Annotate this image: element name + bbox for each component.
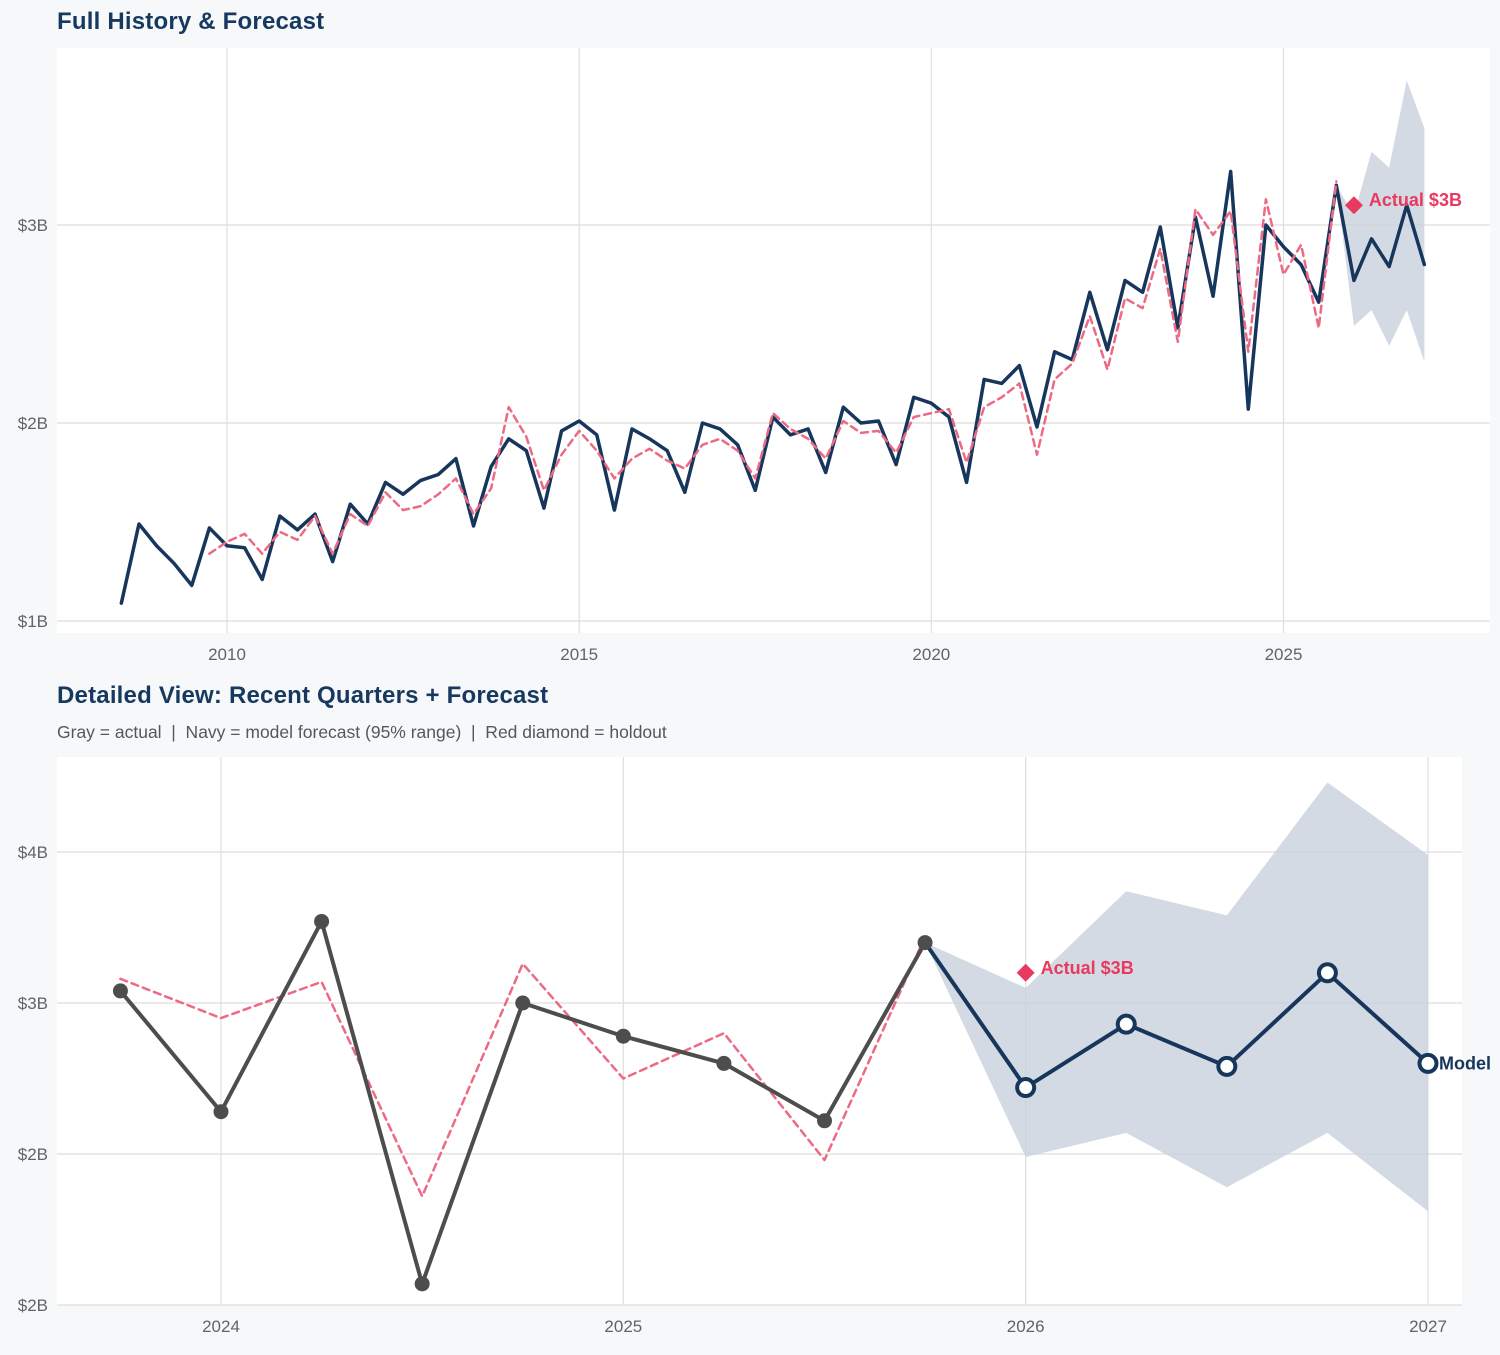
y-tick-label: $1B <box>18 612 48 631</box>
y-tick-label: $3B <box>18 216 48 235</box>
actual-point <box>213 1104 229 1120</box>
holdout-diamond-icon <box>1016 963 1035 982</box>
full-history-chart-svg: Actual $3B $3B $2B $1B 2010 2015 2020 2025 <box>18 48 1490 664</box>
detailed-view-chart: Model Actual $3B $4B $3B $2B $2B 2024 2025 2026 2… <box>0 680 1500 1350</box>
detailed-view-chart-title: Detailed View: Recent Quarters + Forecas… <box>57 682 549 709</box>
forecast-line <box>923 940 1430 1090</box>
full-history-chart: Actual $3B $3B $2B $1B 2010 2015 2020 2025 <box>18 48 1490 664</box>
x-tick-label: 2025 <box>604 1317 642 1336</box>
plot-area <box>57 48 1490 633</box>
holdout-annotation-label: Actual $3B <box>1041 958 1134 978</box>
x-tick-label: 2015 <box>560 645 598 664</box>
fitted-line <box>208 180 1338 555</box>
y-tick-label: $3B <box>18 994 48 1013</box>
forecast-confidence-band <box>1336 80 1425 362</box>
holdout-diamond-icon <box>1344 196 1363 215</box>
detailed-view-chart-legend-subtitle: Gray = actual | Navy = model forecast (9… <box>57 722 667 742</box>
full-history-chart-title: Full History & Forecast <box>57 8 325 35</box>
detailed-view-chart-svg: Model Actual $3B $4B $3B $2B $2B 2024 2025 2026 2… <box>18 757 1491 1336</box>
x-tick-label: 2026 <box>1007 1317 1045 1336</box>
actual-point <box>414 1276 430 1292</box>
forecast-line <box>1334 183 1427 283</box>
forecast-point <box>1216 1055 1238 1077</box>
actual-point <box>515 995 531 1011</box>
history-line <box>119 169 1339 605</box>
actual-point <box>816 1113 832 1129</box>
holdout-annotation-label: Actual $3B <box>1369 190 1462 210</box>
x-tick-label: 2025 <box>1265 645 1303 664</box>
actual-point <box>716 1055 732 1071</box>
forecast-point <box>1015 1077 1037 1099</box>
actual-point <box>917 935 933 951</box>
actual-point <box>615 1028 631 1044</box>
model-end-label: Model <box>1439 1053 1491 1073</box>
x-tick-label: 2027 <box>1409 1317 1447 1336</box>
y-tick-label: $2B <box>18 1145 48 1164</box>
forecast-point <box>1316 962 1338 984</box>
x-tick-label: 2024 <box>202 1317 240 1336</box>
y-tick-label: $4B <box>18 843 48 862</box>
x-tick-label: 2010 <box>208 645 246 664</box>
actual-point <box>112 983 128 999</box>
forecast-point <box>1417 1052 1439 1074</box>
y-tick-label: $2B <box>18 1296 48 1315</box>
fitted-line <box>119 935 927 1198</box>
forecast-point <box>1115 1013 1137 1035</box>
actual-point <box>314 913 330 929</box>
forecast-confidence-band <box>925 782 1428 1212</box>
y-tick-label: $2B <box>18 414 48 433</box>
x-tick-label: 2020 <box>912 645 950 664</box>
